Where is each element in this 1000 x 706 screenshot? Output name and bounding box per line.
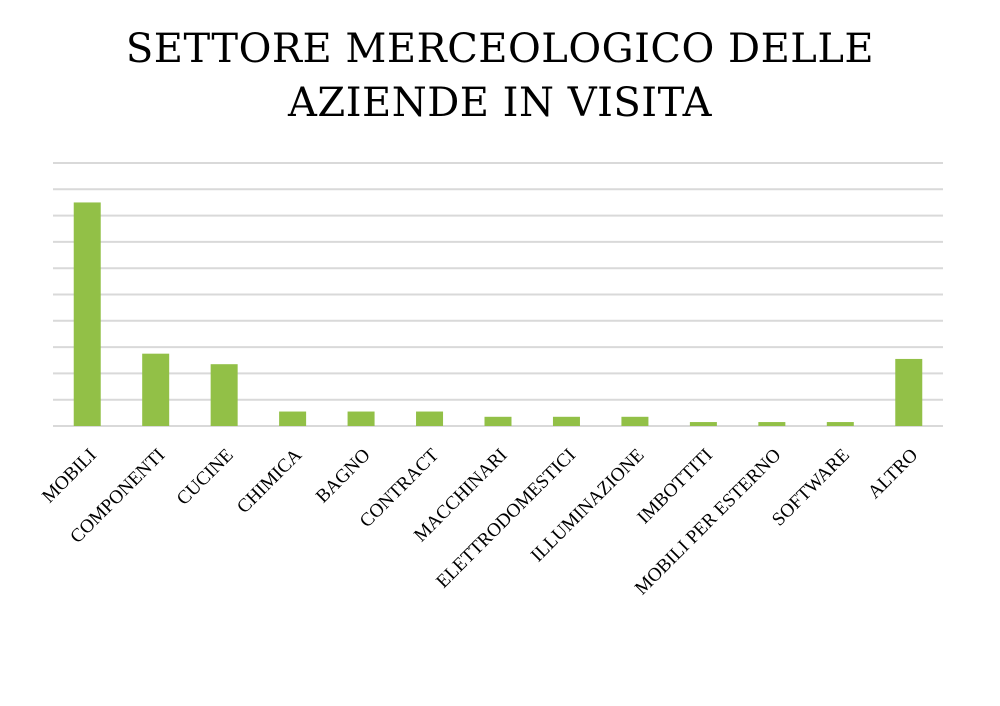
- bar-elettrodomestici: [552, 416, 580, 426]
- bar-mobili-per-esterno: [758, 422, 786, 426]
- x-tick-label: MOBILI: [38, 445, 101, 508]
- chart-title-line-2: AZIENDE IN VISITA: [288, 80, 712, 126]
- bar-bagno: [347, 411, 375, 426]
- bar-chimica: [279, 411, 307, 426]
- bar-contract: [416, 411, 444, 426]
- bar-cucine: [210, 364, 238, 426]
- x-tick-label: BAGNO: [312, 445, 375, 508]
- x-tick-label: CHIMICA: [233, 444, 306, 517]
- bar-illuminazione: [621, 416, 649, 426]
- bar-imbottiti: [689, 422, 717, 426]
- x-tick-label: ELETTRODOMESTICI: [432, 445, 580, 593]
- x-tick-label: CUCINE: [173, 445, 238, 510]
- bar-componenti: [142, 353, 170, 426]
- x-tick-label: ALTRO: [864, 445, 922, 503]
- x-tick-label: ILLUMINAZIONE: [527, 445, 649, 567]
- bar-altro: [895, 358, 923, 426]
- bar-software: [826, 422, 854, 426]
- chart-title-line-1: SETTORE MERCEOLOGICO DELLE: [125, 26, 875, 72]
- bar-mobili: [73, 202, 101, 426]
- bar-macchinari: [484, 416, 512, 426]
